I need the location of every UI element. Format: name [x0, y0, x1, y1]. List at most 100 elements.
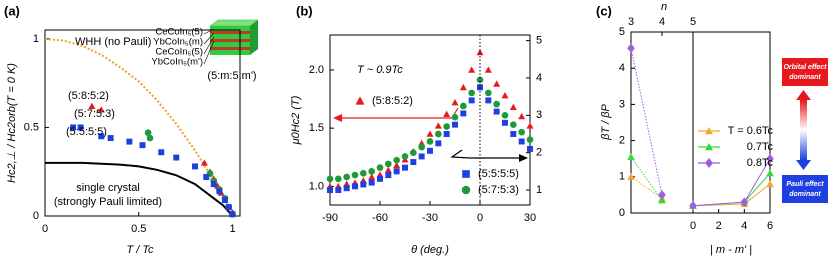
- data-point: [139, 142, 146, 149]
- y-tick-label: 1: [33, 33, 39, 45]
- y-tick-label: 1.5: [309, 122, 324, 134]
- data-point: [501, 112, 509, 119]
- plot-frame: [44, 29, 241, 217]
- legend-marker: [705, 127, 713, 135]
- data-point: [368, 179, 375, 186]
- data-point: [376, 164, 384, 171]
- data-point: [216, 188, 223, 195]
- legend-label: (5:7:5:3): [478, 184, 519, 196]
- data-point: [393, 161, 401, 169]
- data-point: [351, 171, 359, 179]
- data-point: [402, 164, 408, 171]
- inset-layer: CeCoIn₅(5): [155, 27, 203, 38]
- data-point: [459, 83, 467, 91]
- y2-tick-label: 4: [536, 72, 542, 84]
- x2-tick-label: 3: [628, 16, 634, 28]
- data-point: [427, 147, 433, 154]
- y2-tick-label: 5: [536, 35, 542, 47]
- x-axis-title: θ (deg.): [411, 244, 449, 256]
- legend-label: (5:7:5:3): [74, 108, 115, 120]
- legend-label: T = 0.6Tc: [728, 125, 774, 137]
- x-tick-label: 0: [690, 220, 696, 232]
- legend-marker: [461, 185, 471, 195]
- data-point: [493, 108, 500, 115]
- x-tick-label: -60: [372, 212, 388, 224]
- data-point: [200, 159, 208, 166]
- y2-tick-label: 3: [536, 109, 542, 121]
- curve: [44, 37, 234, 217]
- data-point: [203, 174, 210, 181]
- panel-label: (b): [296, 3, 313, 18]
- y-tick-label: 0.5: [24, 121, 39, 133]
- data-point: [627, 153, 635, 160]
- data-point: [426, 138, 434, 145]
- panel-label: (a): [4, 3, 20, 18]
- inset-layer: CeCoIn₅(5): [155, 47, 203, 58]
- data-point: [460, 110, 467, 117]
- curve: [45, 161, 234, 217]
- data-point: [144, 129, 152, 137]
- box-text: dominant: [789, 74, 821, 81]
- data-point: [88, 102, 96, 109]
- data-point: [485, 89, 492, 97]
- data-point: [468, 97, 475, 104]
- y-tick-label: 1: [619, 171, 625, 183]
- data-point: [658, 196, 666, 204]
- data-point: [434, 122, 442, 129]
- series-line: [630, 156, 663, 201]
- data-point: [410, 159, 417, 166]
- data-point: [352, 183, 358, 190]
- panel-label: (c): [596, 3, 612, 18]
- data-point: [766, 153, 774, 164]
- data-point: [426, 130, 434, 137]
- x-tick-label: -30: [422, 212, 438, 224]
- x-tick-label: 1: [229, 223, 235, 235]
- x-tick-label: 0: [42, 223, 48, 235]
- data-point: [468, 89, 475, 97]
- data-point: [526, 136, 534, 143]
- inset-layer: YbCoIn₅(m): [153, 37, 203, 48]
- y-tick-label: 0: [619, 207, 625, 219]
- data-point: [222, 197, 228, 204]
- data-point: [501, 92, 509, 99]
- y-tick-label: 0: [33, 210, 39, 222]
- plot-frame: [630, 31, 771, 214]
- data-point: [485, 97, 492, 104]
- x-tick-label: 0: [477, 212, 483, 224]
- legend-label: (5:8:5:2): [68, 90, 109, 102]
- x2-axis-title: n: [661, 1, 667, 13]
- data-point: [335, 175, 342, 183]
- data-point: [192, 163, 198, 170]
- data-point: [343, 173, 350, 181]
- data-point: [360, 181, 367, 188]
- data-point: [146, 134, 154, 142]
- data-point: [385, 172, 392, 179]
- data-point: [210, 181, 217, 188]
- y2-tick-label: 2: [536, 147, 542, 159]
- box-text: Pauli effect: [786, 181, 824, 188]
- data-point: [627, 43, 635, 54]
- y-tick-label: 2.0: [309, 64, 324, 76]
- data-point: [740, 197, 749, 207]
- y-axis-title: βT / βP: [600, 103, 612, 140]
- annotation: T ~ 0.9Tc: [357, 64, 403, 76]
- data-point: [77, 124, 84, 131]
- data-point: [460, 102, 467, 110]
- data-point: [343, 185, 350, 192]
- legend-label: (5:5:5:5): [66, 126, 107, 138]
- inset: CeCoIn₅(5) YbCoIn₅(m) CeCoIn₅(5) YbCoIn₅…: [151, 19, 259, 82]
- data-point: [443, 110, 451, 117]
- data-point: [527, 145, 533, 152]
- data-point: [107, 135, 114, 142]
- data-point: [443, 123, 450, 130]
- data-point: [509, 103, 517, 110]
- y-tick-label: 4: [619, 62, 625, 74]
- data-point: [158, 149, 165, 156]
- data-point: [476, 48, 484, 56]
- y-tick-label: 3: [619, 98, 625, 110]
- series-line: [692, 183, 771, 207]
- data-point: [766, 180, 774, 188]
- data-point: [393, 168, 400, 175]
- y-tick-label: 1.0: [309, 180, 324, 192]
- box-text: dominant: [789, 191, 821, 198]
